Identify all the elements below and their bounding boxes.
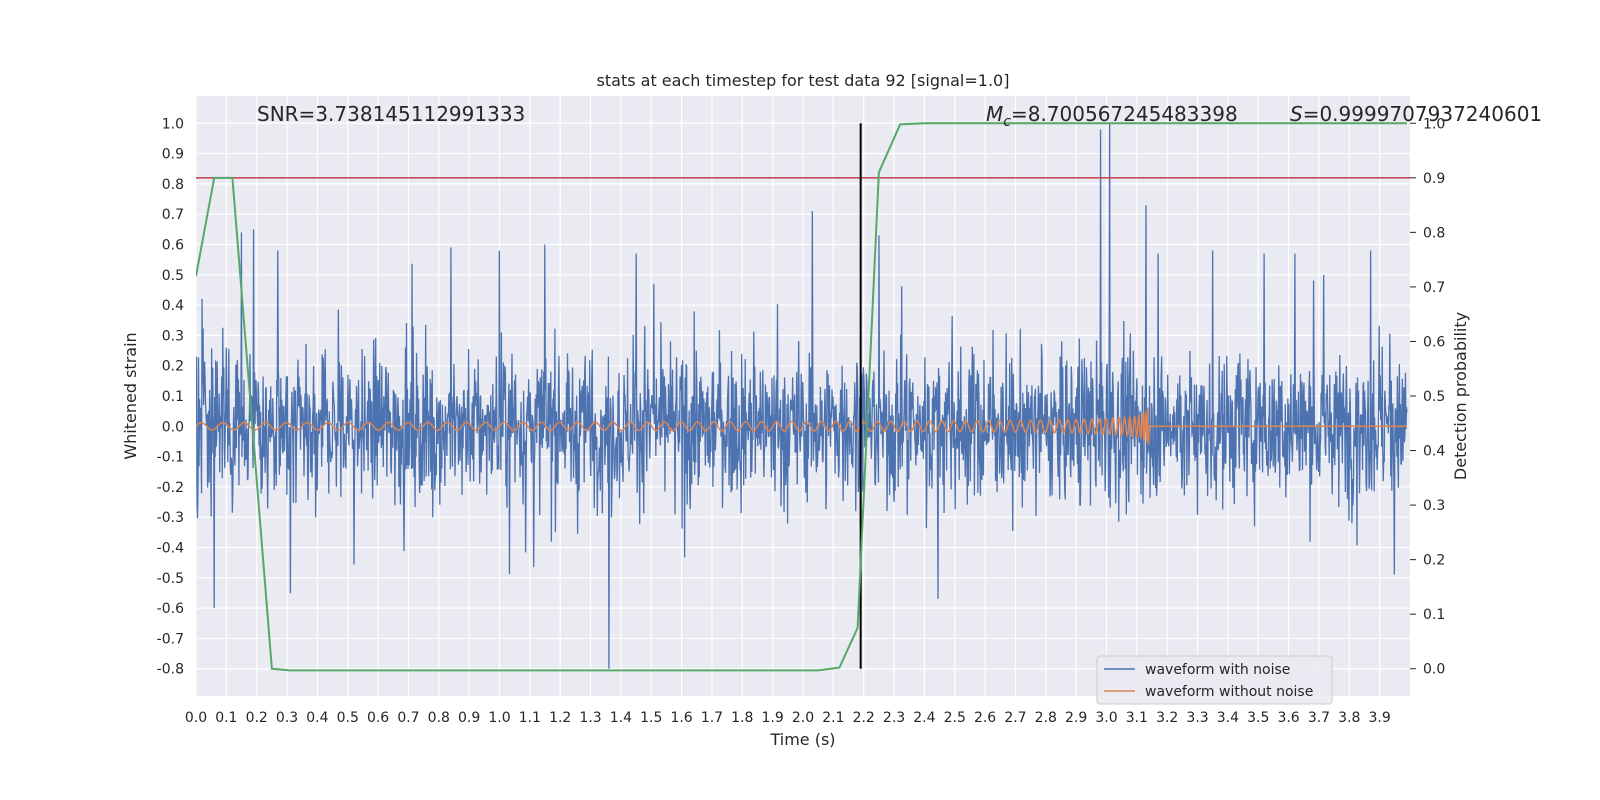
x-tick-label: 0.9 (458, 710, 480, 726)
y-tick-label: 0.4 (162, 298, 184, 314)
legend-label-without-noise: waveform without noise (1145, 684, 1313, 700)
y2-tick-label: 1.0 (1423, 116, 1445, 132)
y2-tick-label: 0.8 (1423, 225, 1445, 241)
s-symbol: S (1290, 102, 1303, 126)
x-tick-label: 1.4 (610, 710, 632, 726)
x-tick-label: 2.0 (792, 710, 814, 726)
x-axis: 0.0 0.1 0.2 0.3 0.4 0.5 0.6 0.7 0.8 0.9 1.0 1.1 1.2 1… (185, 710, 1391, 726)
x-tick-label: 2.3 (883, 710, 905, 726)
y2-axis-label: Detection probability (1451, 312, 1470, 480)
y-tick-label: -0.1 (157, 450, 184, 466)
y2-tick-label: 0.0 (1423, 662, 1445, 678)
x-tick-label: 3.2 (1156, 710, 1178, 726)
chirp-mass-subscript: c (1003, 114, 1011, 130)
series-waveform-without-noise (196, 407, 1407, 445)
legend-box (1096, 655, 1333, 705)
y-tick-label: 0.7 (162, 207, 184, 223)
x-tick-label: 0.6 (367, 710, 389, 726)
x-tick-label: 3.8 (1338, 710, 1360, 726)
clean-waveform-line (196, 407, 1407, 445)
x-tick-label: 0.4 (306, 710, 328, 726)
y2-tick-label: 0.6 (1423, 334, 1445, 350)
x-tick-label: 3.6 (1277, 710, 1299, 726)
y-tick-label: 0.3 (162, 328, 184, 344)
x-tick-label: 0.7 (397, 710, 419, 726)
x-tick-label: 3.7 (1308, 710, 1330, 726)
x-tick-label: 2.6 (974, 710, 996, 726)
chart-title: stats at each timestep for test data 92 … (597, 71, 1010, 90)
chirp-mass-annotation: Mc=8.700567245483398 (986, 102, 1238, 130)
x-tick-label: 2.1 (822, 710, 844, 726)
noisy-waveform-line (196, 123, 1408, 669)
y2-tick-label: 0.2 (1423, 553, 1445, 569)
legend: waveform with noise waveform without noi… (1096, 655, 1333, 705)
x-tick-label: 2.5 (944, 710, 966, 726)
x-tick-label: 0.8 (428, 710, 450, 726)
x-tick-label: 2.7 (1004, 710, 1026, 726)
s-value: =0.9999707937240601 (1303, 102, 1542, 126)
y-tick-label: -0.7 (157, 631, 184, 647)
y-tick-label: -0.4 (157, 541, 184, 557)
x-tick-label: 3.1 (1126, 710, 1148, 726)
y-tick-label: -0.5 (157, 571, 184, 587)
x-tick-label: 2.2 (853, 710, 875, 726)
s-annotation: S=0.9999707937240601 (1290, 102, 1542, 126)
chirp-mass-value: =8.700567245483398 (1011, 102, 1238, 126)
x-tick-label: 1.8 (731, 710, 753, 726)
y2-tick-label: 0.5 (1423, 389, 1445, 405)
y-axis-right: 1.0 0.9 0.8 0.7 0.6 0.5 0.4 0.3 0.2 0.1 0.0 (1410, 116, 1445, 678)
x-tick-label: 1.3 (579, 710, 601, 726)
y2-tick-label: 0.4 (1423, 444, 1445, 460)
x-tick-label: 2.4 (913, 710, 935, 726)
y2-tick-label: 0.9 (1423, 171, 1445, 187)
x-tick-label: 1.2 (549, 710, 571, 726)
series-waveform-with-noise (196, 123, 1408, 669)
y2-tick-label: 0.3 (1423, 498, 1445, 514)
x-tick-label: 3.9 (1369, 710, 1391, 726)
chirp-mass-symbol: M (986, 102, 1003, 126)
y-tick-label: -0.8 (157, 662, 184, 678)
y-tick-label: -0.3 (157, 510, 184, 526)
y-axis-label: Whitened strain (121, 332, 140, 459)
x-tick-label: 0.5 (337, 710, 359, 726)
x-tick-label: 3.0 (1095, 710, 1117, 726)
x-tick-label: 1.7 (701, 710, 723, 726)
x-tick-label: 1.1 (519, 710, 541, 726)
x-tick-label: 1.6 (670, 710, 692, 726)
overlays (196, 122, 1410, 672)
y-tick-label: 0.2 (162, 359, 184, 375)
legend-label-with-noise: waveform with noise (1145, 662, 1290, 678)
x-tick-label: 3.4 (1217, 710, 1239, 726)
x-tick-label: 0.0 (185, 710, 207, 726)
x-tick-label: 3.3 (1186, 710, 1208, 726)
x-tick-label: 2.9 (1065, 710, 1087, 726)
y-tick-label: 1.0 (162, 116, 184, 132)
y-tick-label: -0.2 (157, 480, 184, 496)
y-tick-label: 0.9 (162, 147, 184, 163)
y-tick-label: 0.6 (162, 237, 184, 253)
y-tick-label: -0.6 (157, 601, 184, 617)
y-tick-label: 0.8 (162, 177, 184, 193)
y-tick-label: 0.5 (162, 268, 184, 284)
y2-tick-label: 0.7 (1423, 280, 1445, 296)
snr-annotation: SNR=3.738145112991333 (257, 102, 525, 126)
x-tick-label: 1.5 (640, 710, 662, 726)
y-tick-label: 0.1 (162, 389, 184, 405)
x-tick-label: 0.2 (246, 710, 268, 726)
x-tick-label: 0.3 (276, 710, 298, 726)
y-axis-left: 1.0 0.9 0.8 0.7 0.6 0.5 0.4 0.3 0.2 0.1 0.0 -0.1 -0.… (157, 116, 184, 677)
x-tick-label: 3.5 (1247, 710, 1269, 726)
x-tick-label: 1.0 (488, 710, 510, 726)
x-axis-label: Time (s) (769, 730, 835, 749)
y2-tick-label: 0.1 (1423, 607, 1445, 623)
detection-probability-line (196, 122, 1407, 672)
x-tick-label: 1.9 (762, 710, 784, 726)
x-tick-label: 0.1 (215, 710, 237, 726)
x-tick-label: 2.8 (1035, 710, 1057, 726)
y-tick-label: 0.0 (162, 419, 184, 435)
